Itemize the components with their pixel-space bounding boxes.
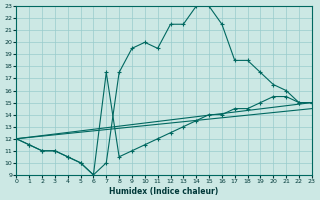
X-axis label: Humidex (Indice chaleur): Humidex (Indice chaleur) (109, 187, 219, 196)
